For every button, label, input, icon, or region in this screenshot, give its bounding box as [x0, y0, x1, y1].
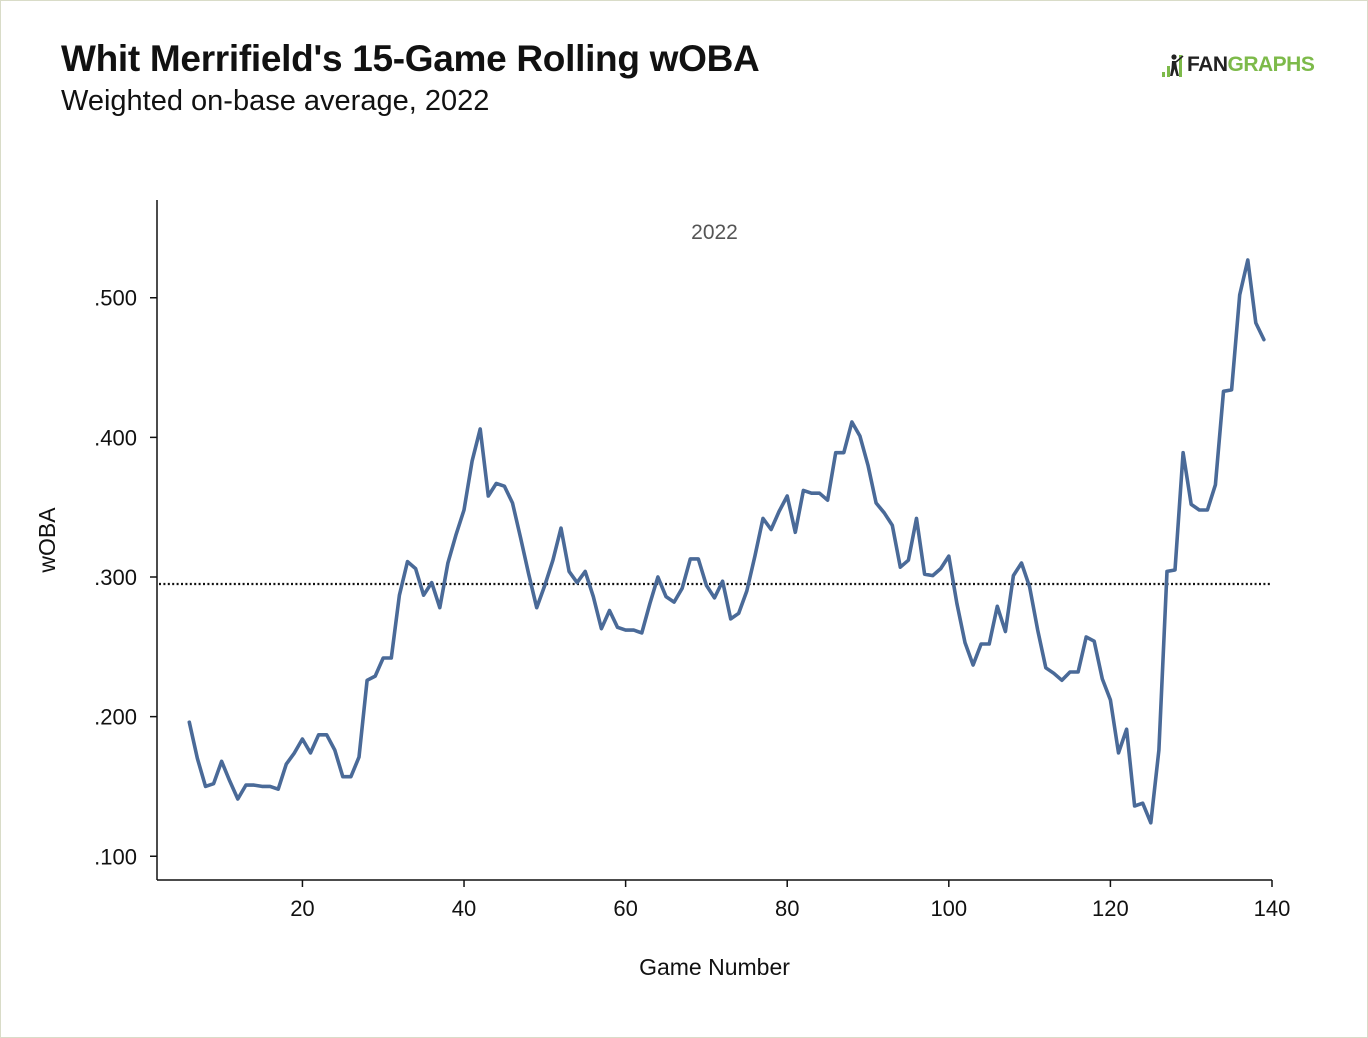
year-annotation: 2022	[691, 221, 738, 244]
ticks: 20 40 60 80 100 120 140 .100 .200 .300 .400 .500	[94, 286, 1290, 921]
x-tick-label: 60	[613, 896, 637, 921]
chart-subtitle: Weighted on-base average, 2022	[61, 85, 490, 117]
chart-title: Whit Merrifield's 15-Game Rolling wOBA	[61, 38, 760, 79]
x-tick-label: 120	[1092, 896, 1129, 921]
fangraphs-logo: FAN GRAPHS	[1160, 52, 1315, 78]
fangraphs-batter-icon	[1162, 54, 1184, 77]
series-line-woba	[187, 258, 1266, 825]
logo-text-graphs: GRAPHS	[1227, 53, 1315, 76]
y-tick-label: .200	[94, 705, 137, 730]
x-tick-label: 80	[775, 896, 799, 921]
x-tick-label: 100	[930, 896, 967, 921]
x-tick-label: 140	[1254, 896, 1291, 921]
y-tick-label: .100	[94, 844, 137, 869]
logo-text-fan: FAN	[1187, 53, 1228, 76]
y-tick-label: .400	[94, 425, 137, 450]
axes	[156, 200, 1272, 881]
y-axis-title: wOBA	[34, 507, 60, 574]
y-tick-label: .500	[94, 286, 137, 311]
x-tick-label: 40	[452, 896, 476, 921]
x-axis-title: Game Number	[639, 954, 790, 980]
y-tick-label: .300	[94, 565, 137, 590]
x-tick-label: 20	[290, 896, 314, 921]
